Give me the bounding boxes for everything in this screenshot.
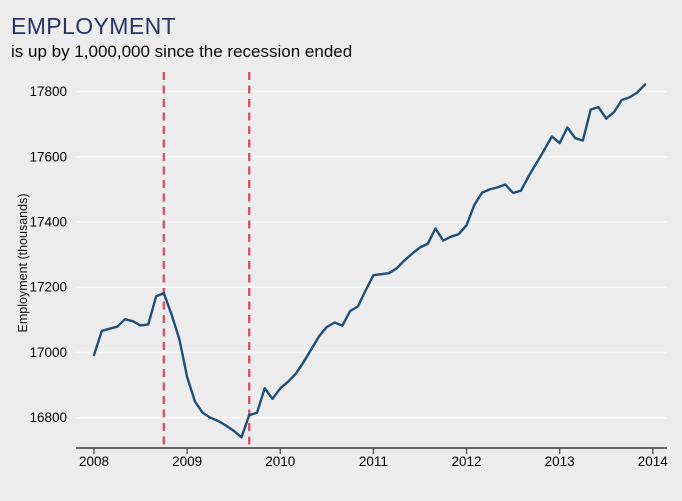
x-tick-label: 2009 — [172, 454, 202, 469]
employment-line — [92, 83, 647, 439]
chart-title: EMPLOYMENT — [11, 13, 177, 39]
x-tick-label: 2008 — [79, 454, 109, 469]
y-tick-label: 17400 — [29, 214, 67, 229]
y-tick-label: 17600 — [29, 149, 67, 164]
y-axis-title: Employment (thousands) — [16, 193, 30, 333]
y-tick-label: 17800 — [29, 84, 67, 99]
x-tick-label: 2014 — [638, 454, 669, 469]
y-tick-label: 17200 — [29, 280, 67, 295]
chart-subtitle: is up by 1,000,000 since the recession e… — [11, 42, 353, 61]
x-tick-label: 2012 — [452, 454, 482, 469]
y-tick-label: 16800 — [29, 410, 67, 425]
x-tick-label: 2013 — [545, 454, 575, 469]
y-tick-label: 17000 — [29, 345, 67, 360]
x-tick-label: 2011 — [359, 454, 388, 469]
x-tick-label: 2010 — [265, 454, 295, 469]
